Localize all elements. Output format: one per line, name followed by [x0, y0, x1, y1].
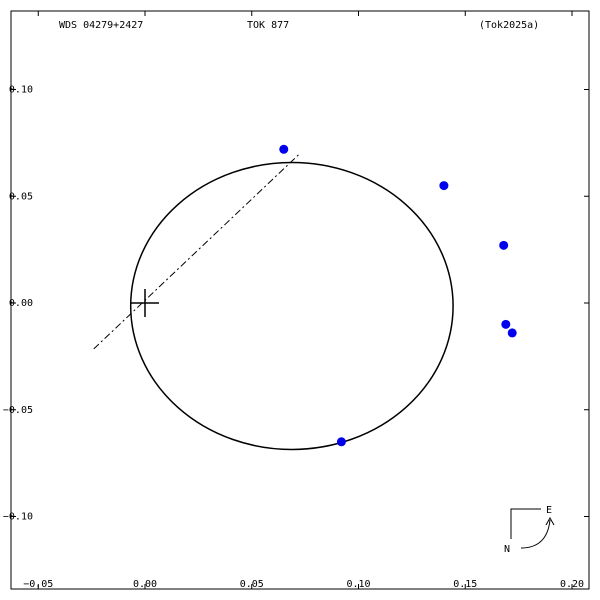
- x-tick-label: 0.00: [133, 579, 157, 590]
- y-tick-label: 0.05: [9, 191, 33, 202]
- orbit-marks: [93, 144, 517, 451]
- observation-point: [439, 181, 449, 191]
- observation-point: [499, 240, 509, 250]
- designation-label: WDS 04279+2427: [59, 20, 143, 31]
- compass: E N: [504, 505, 555, 555]
- x-tick-label: 0.05: [240, 579, 264, 590]
- y-tick-label: −0.10: [3, 512, 33, 523]
- orbit-ellipse: [129, 161, 454, 451]
- compass-east-label: E: [546, 505, 552, 516]
- discoverer-label: TOK 877: [247, 20, 289, 31]
- observation-point: [507, 328, 517, 338]
- x-tick-label: 0.10: [346, 579, 370, 590]
- x-tick-label: 0.15: [453, 579, 477, 590]
- rotation-arrow: [520, 519, 551, 549]
- y-tick-label: 0.10: [9, 85, 33, 96]
- compass-axes: [510, 508, 541, 539]
- observation-point: [336, 437, 346, 447]
- x-tick-label: −0.05: [23, 579, 53, 590]
- line-of-apsides: [93, 154, 300, 350]
- rotation-arrowhead: [545, 516, 555, 526]
- reference-label: (Tok2025a): [479, 20, 539, 31]
- plot-frame: [10, 10, 590, 590]
- observation-point: [501, 319, 511, 329]
- observation-point: [279, 144, 289, 154]
- x-tick-label: 0.20: [560, 579, 584, 590]
- y-tick-label: −0.05: [3, 405, 33, 416]
- compass-north-label: N: [504, 544, 510, 555]
- axis-ticks: −0.05 0.00 0.05 0.10 0.15 0.20 −0.10 −0.05 0.00 0…: [3, 11, 589, 590]
- y-tick-label: 0.00: [9, 298, 33, 309]
